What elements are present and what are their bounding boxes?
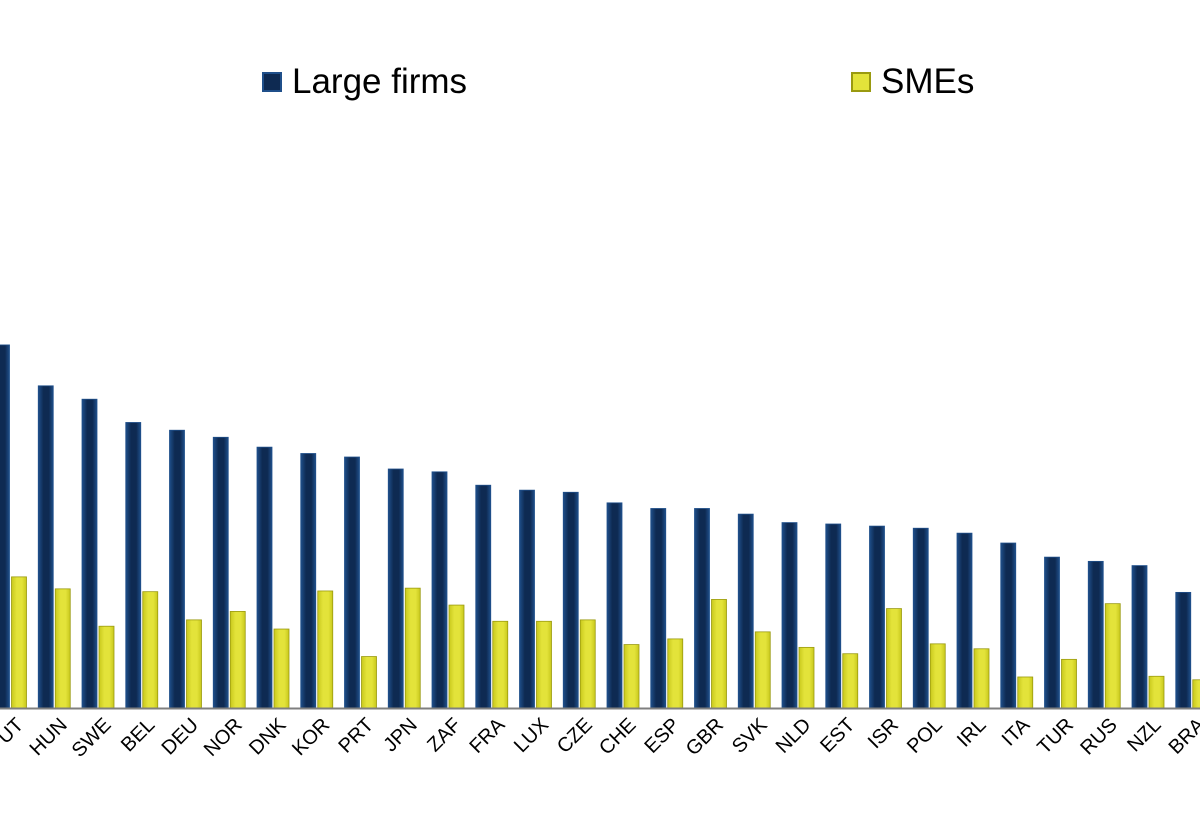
bar-smes-rus <box>1104 603 1121 709</box>
x-tick-label-cze: CZE <box>553 714 597 758</box>
bar-large-firms-hun <box>37 385 54 709</box>
legend-label-large-firms: Large firms <box>292 62 468 101</box>
bar-large-firms-deu <box>169 429 185 709</box>
bar-large-firms-swe <box>81 398 98 709</box>
x-tick-label-svk: SVK <box>728 714 772 758</box>
x-tick-label-hun: HUN <box>26 714 72 760</box>
square-swatch-icon <box>851 72 871 92</box>
x-tick-label-prt: PRT <box>334 714 378 758</box>
bar-large-firms-svk <box>737 513 754 709</box>
bar-large-firms-esp <box>650 508 667 709</box>
bar-large-firms-aut <box>0 344 10 709</box>
x-tick-label-nzl: NZL <box>1123 714 1165 756</box>
bar-large-firms-tur <box>1044 556 1060 709</box>
bar-large-firms-est <box>825 523 842 709</box>
bar-large-firms-lux <box>519 489 535 709</box>
bar-large-firms-ita <box>1000 542 1017 709</box>
bar-smes-ita <box>1017 676 1034 709</box>
bar-smes-fra <box>492 620 509 709</box>
x-tick-label-deu: DEU <box>158 714 203 759</box>
legend-label-smes: SMEs <box>881 62 975 101</box>
bar-smes-nor <box>229 611 246 709</box>
bar-large-firms-rus <box>1087 560 1104 709</box>
bar-large-firms-gbr <box>694 508 710 709</box>
bar-smes-svk <box>754 631 771 709</box>
bar-large-firms-nzl <box>1131 565 1148 709</box>
bar-large-firms-bel <box>125 422 142 709</box>
bar-smes-che <box>623 644 640 709</box>
bar-large-firms-isr <box>869 525 885 709</box>
x-tick-label-bel: BEL <box>117 714 159 756</box>
bar-smes-deu <box>186 619 202 709</box>
bar-smes-isr <box>886 608 902 709</box>
bar-large-firms-fra <box>475 484 492 709</box>
bar-large-firms-nor <box>212 436 229 709</box>
x-tick-label-nor: NOR <box>200 714 247 761</box>
x-tick-label-est: EST <box>816 714 859 757</box>
bar-large-firms-dnk <box>256 446 273 709</box>
x-tick-label-nld: NLD <box>772 714 816 758</box>
bar-large-firms-jpn <box>387 468 404 709</box>
x-tick-label-gbr: GBR <box>682 714 728 760</box>
bar-smes-aut <box>11 576 27 709</box>
bar-smes-prt <box>361 656 377 709</box>
x-tick-label-kor: KOR <box>288 714 334 760</box>
bar-smes-est <box>842 653 859 709</box>
bar-large-firms-nld <box>781 522 798 709</box>
square-swatch-icon <box>262 72 282 92</box>
bar-large-firms-bra <box>1175 591 1192 709</box>
x-tick-label-swe: SWE <box>68 714 116 762</box>
bar-large-firms-cze <box>562 491 579 709</box>
x-tick-label-che: CHE <box>595 714 640 759</box>
bar-smes-kor <box>317 590 334 709</box>
bar-smes-irl <box>973 648 990 709</box>
x-tick-label-isr: ISR <box>864 714 903 753</box>
x-tick-label-dnk: DNK <box>245 714 291 760</box>
bar-smes-dnk <box>273 628 290 709</box>
bar-smes-pol <box>929 643 946 709</box>
bar-large-firms-zaf <box>431 471 448 709</box>
bar-smes-gbr <box>711 599 727 709</box>
bar-smes-bra <box>1192 679 1200 709</box>
bar-smes-esp <box>667 638 684 709</box>
bar-smes-nzl <box>1148 675 1165 709</box>
x-tick-label-bra: BRA <box>1165 714 1200 759</box>
bar-smes-nld <box>798 646 815 709</box>
bar-smes-bel <box>142 591 159 709</box>
bar-smes-tur <box>1061 658 1077 709</box>
x-tick-label-esp: ESP <box>640 714 684 758</box>
x-tick-label-rus: RUS <box>1076 714 1121 759</box>
x-tick-label-lux: LUX <box>510 714 553 757</box>
x-tick-label-zaf: ZAF <box>423 714 465 756</box>
x-tick-label-tur: TUR <box>1033 714 1078 759</box>
bar-smes-zaf <box>448 604 465 709</box>
x-tick-label-pol: POL <box>903 714 947 758</box>
bar-smes-jpn <box>404 587 421 709</box>
x-tick-label-ita: ITA <box>998 714 1035 751</box>
bar-smes-cze <box>579 619 596 709</box>
bar-large-firms-kor <box>300 453 317 709</box>
bar-large-firms-pol <box>912 527 929 709</box>
bar-smes-lux <box>536 620 552 709</box>
bar-smes-swe <box>98 625 115 709</box>
legend-item-smes: SMEs <box>851 62 974 102</box>
bar-smes-hun <box>54 588 71 709</box>
x-tick-label-aut: UT <box>0 714 28 748</box>
bar-large-firms-irl <box>956 532 973 709</box>
legend-item-large-firms: Large firms <box>262 62 467 102</box>
bar-large-firms-prt <box>344 456 360 709</box>
bar-large-firms-che <box>606 502 623 709</box>
x-tick-label-irl: IRL <box>953 714 991 752</box>
x-tick-label-fra: FRA <box>465 714 509 758</box>
x-tick-label-jpn: JPN <box>380 714 422 756</box>
